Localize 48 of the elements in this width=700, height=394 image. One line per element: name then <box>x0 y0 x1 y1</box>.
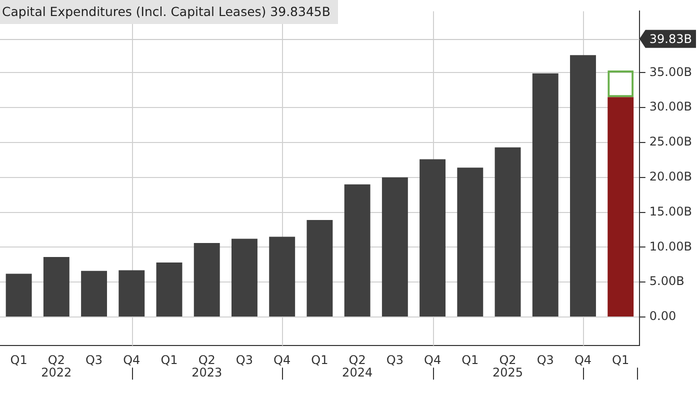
bar <box>194 242 220 316</box>
x-tick-label: Q1 <box>612 352 630 367</box>
y-tick-label: 15.00B <box>649 204 692 218</box>
ref-line-label: 39.83B <box>649 32 692 46</box>
bar <box>232 238 258 316</box>
bar <box>382 177 408 316</box>
bar <box>344 184 370 316</box>
bar <box>43 256 70 316</box>
y-tick-label: 30.00B <box>649 100 692 114</box>
bar <box>570 55 596 316</box>
y-tick-label: 35.00B <box>649 64 692 79</box>
x-tick-label: Q1 <box>462 352 479 367</box>
bar <box>6 274 32 316</box>
bar <box>420 159 446 316</box>
y-tick-label: 25.00B <box>649 134 692 149</box>
x-tick-label: Q3 <box>386 352 404 367</box>
bar <box>494 147 521 316</box>
bar <box>306 220 333 316</box>
x-tick-label: Q3 <box>85 352 103 367</box>
bar <box>457 168 484 316</box>
y-tick-label: 20.00B <box>649 169 692 184</box>
y-tick-label: 0.00 <box>649 309 676 324</box>
bar <box>608 97 634 316</box>
text: 2024 <box>342 366 373 380</box>
chart-title: Capital Expenditures (Incl. Capital Leases) 39.8345B <box>0 0 338 24</box>
bar <box>269 236 296 316</box>
x-tick-label: Q4 <box>274 352 291 367</box>
x-tick-label: Q2 <box>48 352 65 367</box>
x-tick-label: Q2 <box>348 352 366 367</box>
text: 2022 <box>41 366 72 380</box>
x-tick-label: Q2 <box>499 352 516 367</box>
x-tick-label: Q3 <box>536 352 554 367</box>
bar <box>118 270 145 316</box>
x-tick-label: Q1 <box>10 352 28 367</box>
x-tick-label: Q4 <box>424 352 442 367</box>
text: 2023 <box>192 366 222 380</box>
x-tick-label: Q2 <box>198 352 216 367</box>
x-tick-label: Q1 <box>311 352 328 367</box>
x-tick-label: Q1 <box>160 352 178 367</box>
bar <box>156 262 182 316</box>
bar <box>81 270 108 316</box>
y-tick-label: 10.00B <box>649 239 692 254</box>
x-tick-label: Q3 <box>236 352 254 367</box>
x-tick-label: Q4 <box>574 352 592 367</box>
y-tick-label: 5.00B <box>649 274 684 288</box>
bar <box>532 73 558 316</box>
x-tick-label: Q4 <box>123 352 140 367</box>
text: 2025 <box>492 366 524 380</box>
